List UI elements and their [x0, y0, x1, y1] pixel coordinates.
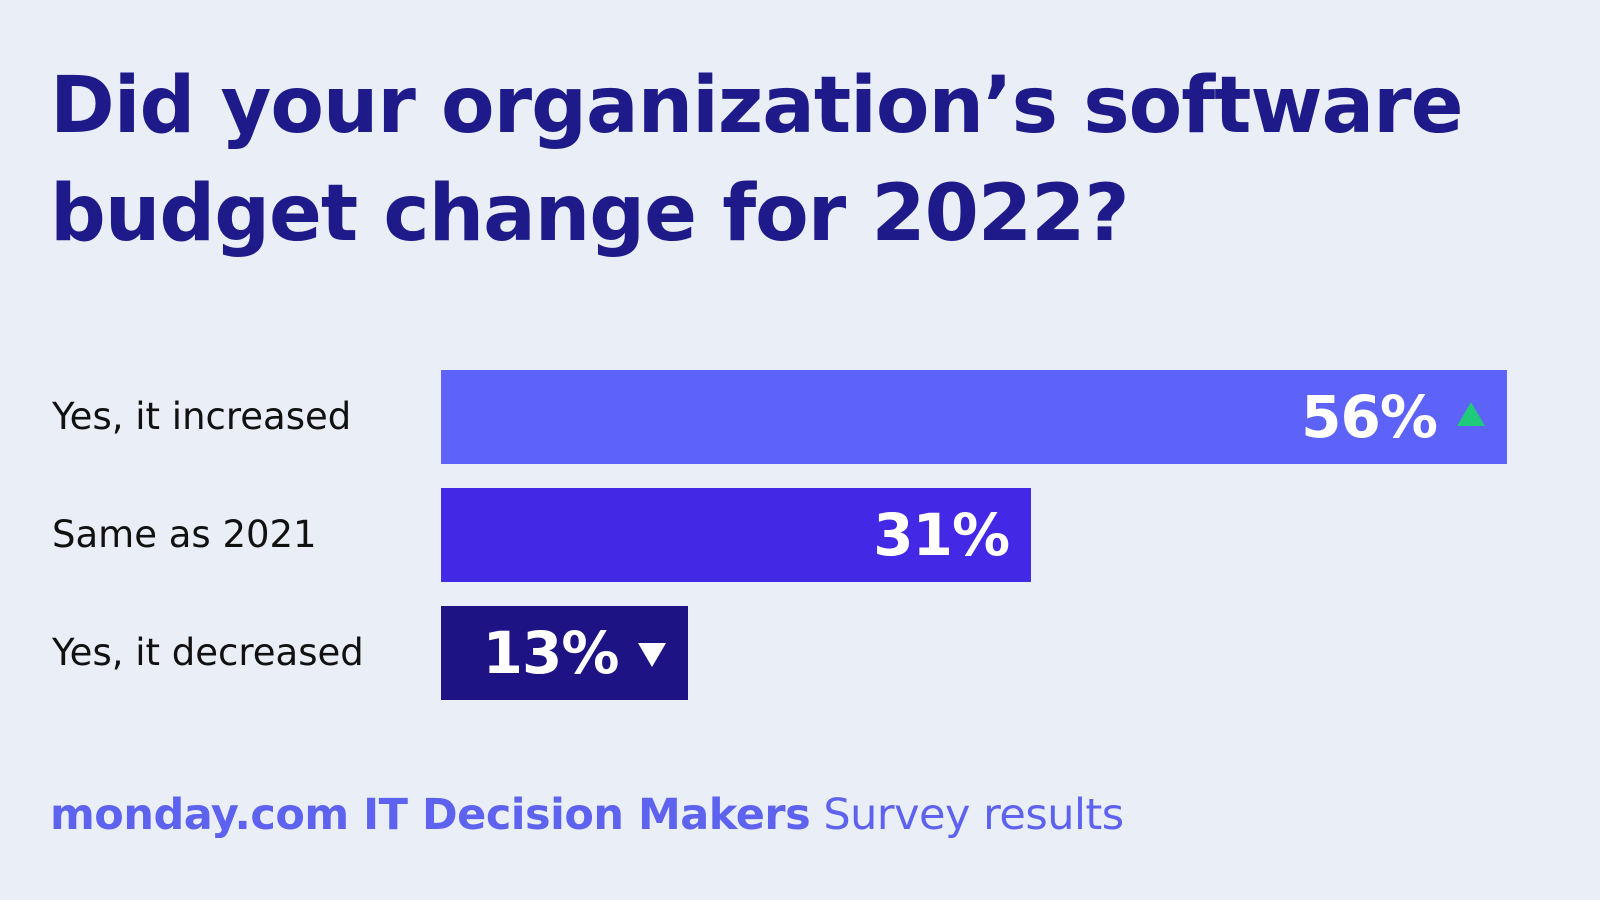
footer-suffix: Survey results: [810, 790, 1124, 840]
bar-decreased: 13%: [441, 606, 689, 700]
category-label-same: Same as 2021: [52, 513, 317, 556]
bar-increased: 56%: [441, 370, 1507, 464]
source-footer: monday.com IT Decision Makers Survey res…: [50, 790, 1124, 840]
chart-title: Did your organization’s software budget …: [50, 61, 1464, 259]
category-label-increased: Yes, it increased: [52, 395, 352, 438]
brand-name: monday.com IT Decision Makers: [50, 790, 811, 840]
bar-same: 31%: [441, 488, 1032, 582]
bar-value-label: 13%: [482, 619, 620, 687]
category-label-decreased: Yes, it decreased: [52, 631, 364, 674]
down-arrow-icon: [638, 643, 667, 667]
up-arrow-icon: [1457, 402, 1485, 426]
bar-value-label: 56%: [1301, 383, 1438, 451]
bar-value-label: 31%: [873, 501, 1010, 569]
